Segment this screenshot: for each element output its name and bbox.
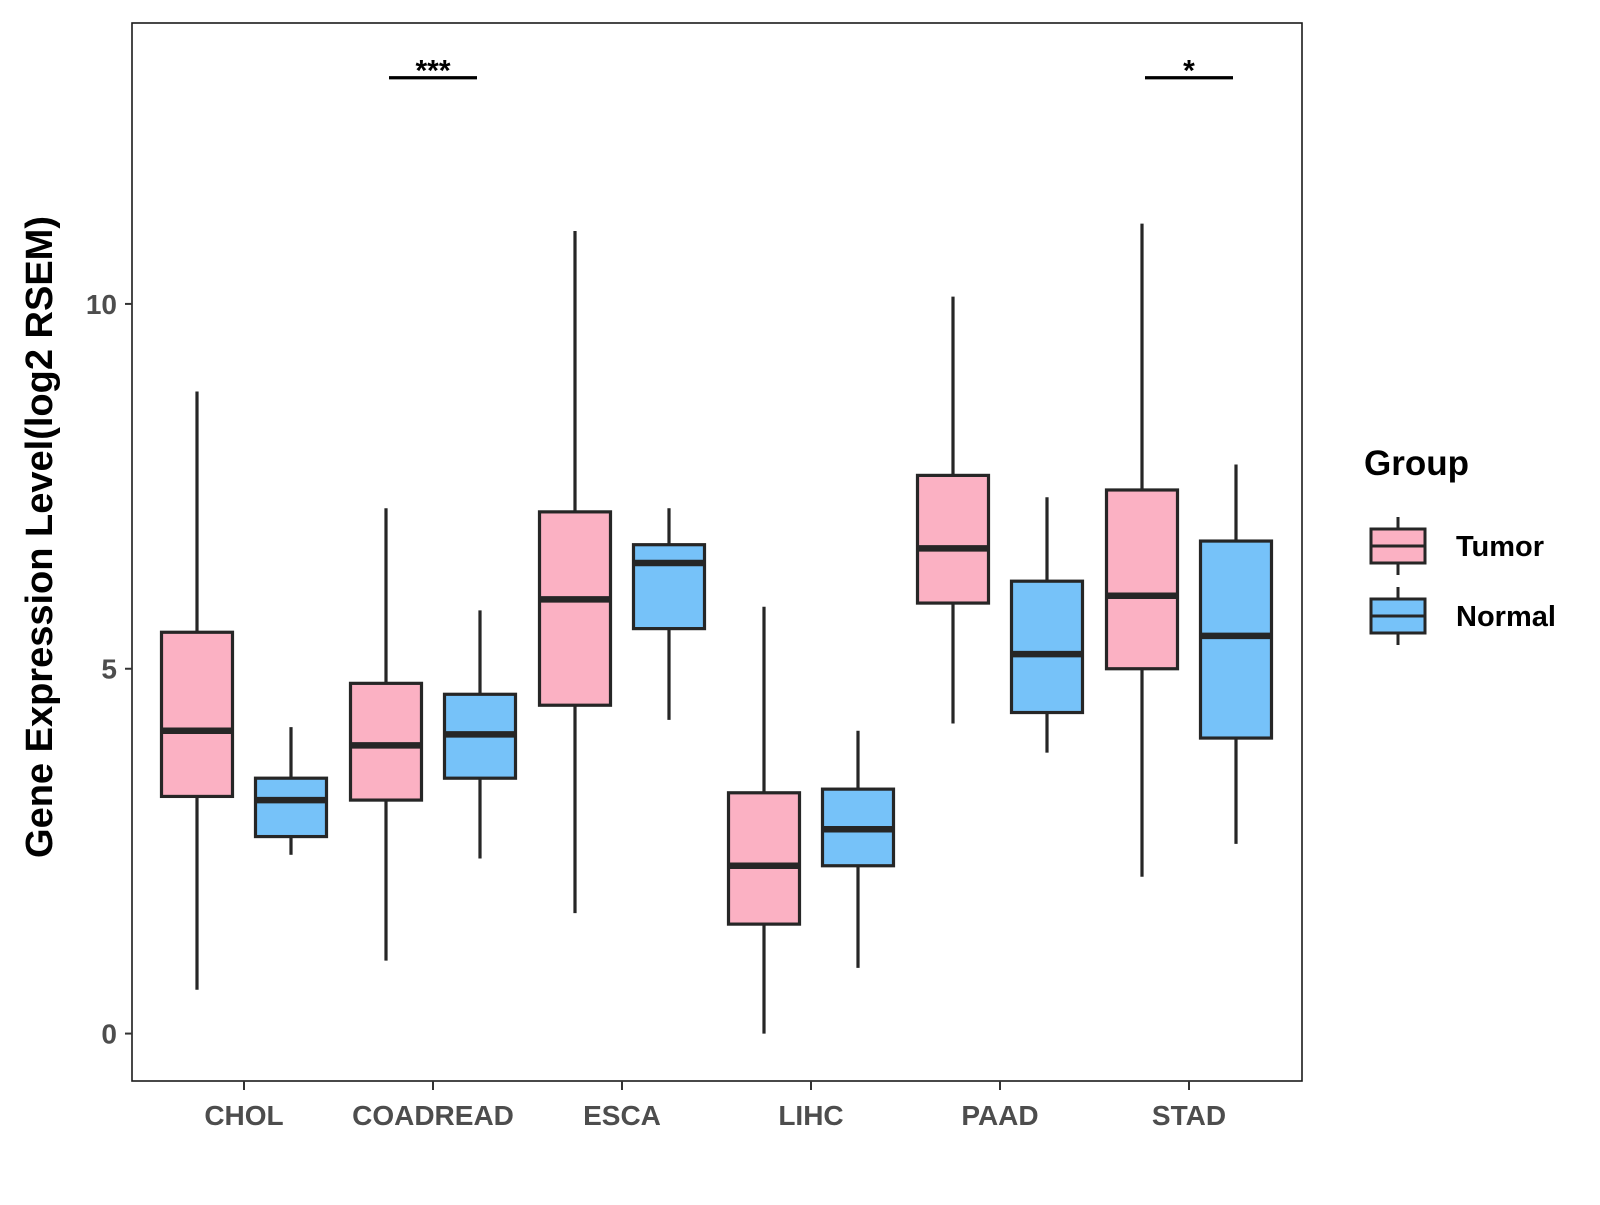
box-body-tumor-stad [1104,488,1180,671]
x-tick-label-lihc: LIHC [778,1100,843,1131]
axes: 0 5 10 CHOL COADREAD ESCA LIHC PAAD STAD [86,289,1226,1131]
box-body-normal-paad [1009,579,1085,715]
box-body-tumor-lihc [726,791,802,926]
box-normal-stad [1198,464,1274,844]
legend-label-tumor: Tumor [1456,531,1544,563]
x-tick-label-esca: ESCA [583,1100,661,1131]
legend-entry-tumor: Tumor [1369,517,1544,575]
x-tick-label-stad: STAD [1152,1100,1226,1131]
box-body-tumor-coadread [348,681,424,802]
box-body-tumor-paad [915,473,991,605]
box-normal-paad [1009,497,1085,753]
y-tick-label-10: 10 [86,289,117,320]
box-body-tumor-esca [537,510,613,707]
legend: Group Tumor Normal [1364,444,1556,645]
significance-annotations: *** * [389,55,1233,88]
box-normal-chol [253,727,329,855]
box-tumor-coadread [348,508,424,961]
significance-label-stad: * [1183,55,1195,88]
box-tumor-chol [159,391,235,990]
box-normal-esca [631,508,707,720]
box-marks [159,223,1274,1034]
y-axis-title: Gene Expression Level(log2 RSEM) [19,216,61,858]
box-normal-lihc [820,730,896,968]
x-tick-label-chol: CHOL [204,1100,283,1131]
x-tick-label-paad: PAAD [961,1100,1038,1131]
y-tick-label-0: 0 [101,1019,117,1050]
box-normal-coadread [442,610,518,859]
box-tumor-stad [1104,223,1180,877]
x-tick-label-coadread: COADREAD [352,1100,514,1131]
significance-label-coadread: *** [415,55,450,88]
box-tumor-paad [915,296,991,724]
legend-label-normal: Normal [1456,601,1556,633]
box-body-normal-stad [1198,539,1274,740]
box-body-normal-chol [253,776,329,839]
box-body-normal-esca [631,543,707,631]
box-tumor-lihc [726,606,802,1034]
y-tick-label-5: 5 [101,654,117,685]
box-tumor-esca [537,230,613,914]
box-body-tumor-chol [159,630,235,799]
legend-entry-normal: Normal [1369,587,1556,645]
legend-title: Group [1364,444,1469,483]
